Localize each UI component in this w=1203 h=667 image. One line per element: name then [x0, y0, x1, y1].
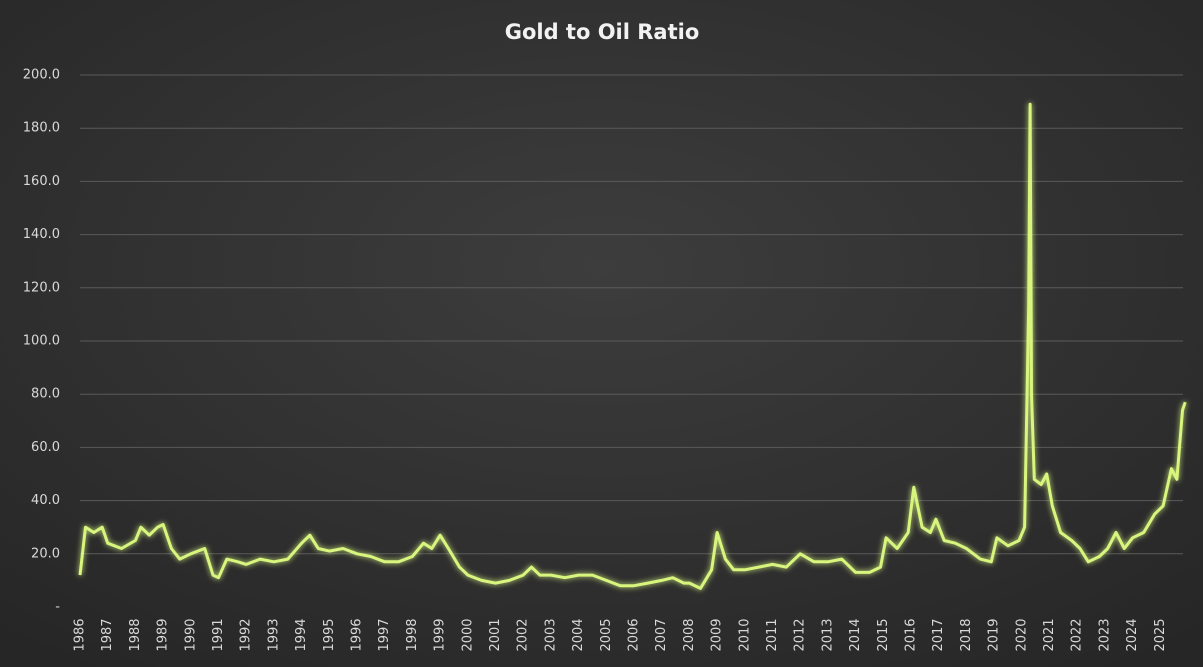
- y-tick-label: 160.0: [23, 174, 60, 189]
- x-tick-label: 2020: [1014, 618, 1029, 651]
- x-tick-label: 1989: [156, 618, 171, 651]
- x-tick-label: 2011: [765, 618, 780, 651]
- data-line: [78, 102, 1187, 590]
- y-tick-label: 100.0: [23, 334, 60, 349]
- x-tick-label: 2016: [904, 618, 919, 651]
- x-tick-label: 2007: [654, 618, 669, 651]
- y-tick-label: 80.0: [31, 387, 60, 402]
- y-tick-label: 200.0: [23, 68, 60, 83]
- x-tick-label: 2023: [1097, 618, 1112, 651]
- y-tick-label: -: [55, 600, 60, 615]
- x-tick-label: 2014: [848, 618, 863, 651]
- x-tick-label: 2022: [1070, 618, 1085, 651]
- y-tick-label: 40.0: [31, 493, 60, 508]
- y-tick-label: 20.0: [31, 546, 60, 561]
- x-tick-label: 1999: [433, 618, 448, 651]
- x-tick-label: 1990: [183, 618, 198, 651]
- x-tick-label: 1987: [100, 618, 115, 651]
- x-tick-label: 1994: [294, 618, 309, 651]
- x-tick-label: 2019: [987, 618, 1002, 651]
- x-tick-label: 1996: [350, 618, 365, 651]
- x-tick-label: 1991: [211, 618, 226, 651]
- y-tick-label: 180.0: [23, 121, 60, 136]
- x-tick-label: 2000: [460, 618, 475, 651]
- x-tick-label: 2001: [488, 618, 503, 651]
- x-tick-label: 2010: [737, 618, 752, 651]
- x-tick-label: 2012: [793, 618, 808, 651]
- x-tick-label: 2017: [931, 618, 946, 651]
- x-tick-label: 2013: [820, 618, 835, 651]
- x-tick-label: 2003: [543, 618, 558, 651]
- x-tick-label: 2002: [516, 618, 531, 651]
- x-tick-label: 2025: [1153, 618, 1168, 651]
- x-tick-label: 1995: [322, 618, 337, 651]
- y-tick-label: 120.0: [23, 280, 60, 295]
- x-tick-label: 2004: [571, 618, 586, 651]
- x-tick-label: 1988: [128, 618, 143, 651]
- x-tick-label: 2005: [599, 618, 614, 651]
- x-tick-label: 2015: [876, 618, 891, 651]
- x-tick-label: 1998: [405, 618, 420, 651]
- x-tick-label: 1997: [377, 618, 392, 651]
- x-tick-label: 2009: [710, 618, 725, 651]
- x-tick-label: 2021: [1042, 618, 1057, 651]
- x-tick-label: 2024: [1125, 618, 1140, 651]
- x-tick-label: 2018: [959, 618, 974, 651]
- y-tick-label: 60.0: [31, 440, 60, 455]
- chart-title: Gold to Oil Ratio: [505, 20, 700, 44]
- x-tick-label: 2006: [627, 618, 642, 651]
- y-tick-label: 140.0: [23, 227, 60, 242]
- x-tick-label: 1992: [239, 618, 254, 651]
- x-tick-label: 2008: [682, 618, 697, 651]
- x-tick-label: 1986: [73, 618, 88, 651]
- x-tick-label: 1993: [266, 618, 281, 651]
